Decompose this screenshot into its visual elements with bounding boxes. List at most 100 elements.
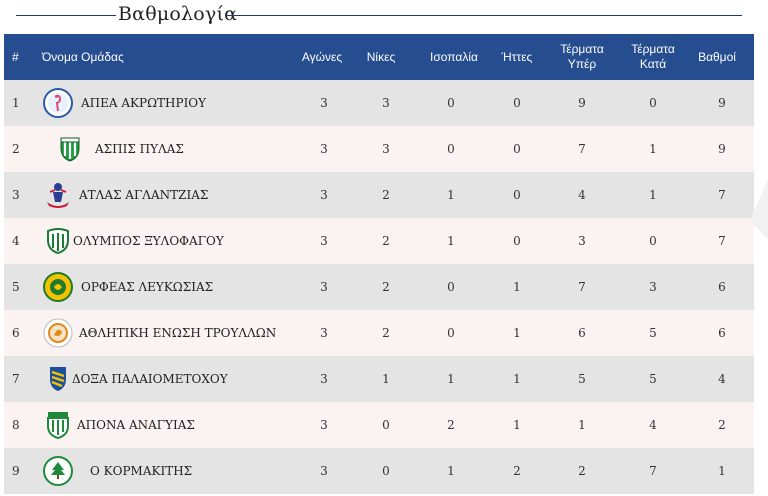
table-row[interactable]: 8 ΑΠΟΝΑ ΑΝΑΓΥΙΑΣ 3 0 2 1 1 4 2 bbox=[4, 402, 754, 448]
goals-for-cell: 7 bbox=[578, 142, 586, 156]
goals-for-cell: 3 bbox=[578, 234, 586, 248]
table-header: # Όνομα Ομάδας Αγώνες Νίκες Ισοπαλία Ήττ… bbox=[4, 34, 754, 80]
standings-table: # Όνομα Ομάδας Αγώνες Νίκες Ισοπαλία Ήττ… bbox=[4, 34, 754, 494]
header-goals-against[interactable]: Τέρματα Κατά bbox=[613, 34, 693, 80]
losses-cell: 1 bbox=[513, 326, 521, 340]
rank-cell: 8 bbox=[12, 418, 20, 432]
rank-cell: 4 bbox=[12, 234, 20, 248]
table-row[interactable]: 1 ΑΠΕΑ ΑΚΡΩΤΗΡΙΟΥ 3 3 0 0 9 0 9 bbox=[4, 80, 754, 126]
title-divider-right bbox=[226, 15, 742, 16]
rank-cell: 3 bbox=[12, 188, 20, 202]
rank-cell: 5 bbox=[12, 280, 20, 294]
table-body: 1 ΑΠΕΑ ΑΚΡΩΤΗΡΙΟΥ 3 3 0 0 9 0 9 2 ΑΣΠΙΣ ΠΥΛΑΣ 3 3 0 0 7… bbox=[4, 80, 754, 494]
header-goals-for[interactable]: Τέρματα Υπέρ bbox=[542, 34, 622, 80]
table-row[interactable]: 9 Ο ΚΟΡΜΑΚΙΤΗΣ 3 0 1 2 2 7 1 bbox=[4, 448, 754, 494]
goals-for-cell: 9 bbox=[578, 96, 586, 110]
played-cell: 3 bbox=[320, 142, 328, 156]
points-cell: 7 bbox=[718, 188, 726, 202]
played-cell: 3 bbox=[320, 418, 328, 432]
team-name[interactable]: ΑΠΟΝΑ ΑΝΑΓΥΙΑΣ bbox=[77, 418, 195, 432]
losses-cell: 1 bbox=[513, 418, 521, 432]
wins-cell: 0 bbox=[382, 464, 390, 478]
header-goals-for-line2: Υπέρ bbox=[567, 57, 597, 71]
losses-cell: 2 bbox=[513, 464, 521, 478]
played-cell: 3 bbox=[320, 372, 328, 386]
losses-cell: 0 bbox=[513, 234, 521, 248]
wins-cell: 3 bbox=[382, 142, 390, 156]
draws-cell: 2 bbox=[447, 418, 455, 432]
team-name[interactable]: ΟΛΥΜΠΟΣ ΞΥΛΟΦΑΓΟΥ bbox=[73, 234, 224, 248]
yellow-green-round-crest-icon bbox=[42, 271, 74, 303]
draws-cell: 1 bbox=[447, 188, 455, 202]
header-goals-against-line1: Τέρματα bbox=[631, 42, 675, 56]
table-row[interactable]: 4 ΟΛΥΜΠΟΣ ΞΥΛΟΦΑΓΟΥ 3 2 1 0 3 0 7 bbox=[4, 218, 754, 264]
header-team[interactable]: Όνομα Ομάδας bbox=[42, 50, 124, 64]
team-name[interactable]: ΑΣΠΙΣ ΠΥΛΑΣ bbox=[95, 142, 184, 156]
draws-cell: 1 bbox=[447, 234, 455, 248]
green-striped-shield-icon bbox=[42, 225, 74, 257]
header-points[interactable]: Βαθμοί bbox=[698, 49, 736, 64]
losses-cell: 0 bbox=[513, 96, 521, 110]
points-cell: 6 bbox=[718, 326, 726, 340]
goals-for-cell: 4 bbox=[578, 188, 586, 202]
points-cell: 6 bbox=[718, 280, 726, 294]
played-cell: 3 bbox=[320, 326, 328, 340]
goals-against-cell: 1 bbox=[649, 188, 657, 202]
goals-against-cell: 0 bbox=[649, 234, 657, 248]
team-name[interactable]: ΟΡΦΕΑΣ ΛΕΥΚΩΣΙΑΣ bbox=[81, 280, 214, 294]
table-row[interactable]: 5 ΟΡΦΕΑΣ ΛΕΥΚΩΣΙΑΣ 3 2 0 1 7 3 6 bbox=[4, 264, 754, 310]
header-goals-for-line1: Τέρματα bbox=[560, 42, 604, 56]
title-divider-left bbox=[16, 15, 116, 16]
goals-against-cell: 4 bbox=[649, 418, 657, 432]
goals-against-cell: 7 bbox=[649, 464, 657, 478]
table-row[interactable]: 2 ΑΣΠΙΣ ΠΥΛΑΣ 3 3 0 0 7 1 9 bbox=[4, 126, 754, 172]
draws-cell: 0 bbox=[447, 96, 455, 110]
page-title: Βαθμολογία bbox=[118, 3, 238, 25]
green-shield-icon bbox=[54, 133, 86, 165]
draws-cell: 0 bbox=[447, 280, 455, 294]
draws-cell: 0 bbox=[447, 142, 455, 156]
points-cell: 4 bbox=[718, 372, 726, 386]
rank-cell: 2 bbox=[12, 142, 20, 156]
draws-cell: 1 bbox=[447, 464, 455, 478]
header-played[interactable]: Αγώνες bbox=[301, 49, 343, 64]
wins-cell: 2 bbox=[382, 280, 390, 294]
played-cell: 3 bbox=[320, 464, 328, 478]
losses-cell: 1 bbox=[513, 280, 521, 294]
goals-for-cell: 2 bbox=[578, 464, 586, 478]
played-cell: 3 bbox=[320, 188, 328, 202]
wins-cell: 2 bbox=[382, 326, 390, 340]
points-cell: 1 bbox=[718, 464, 726, 478]
watermark-icon bbox=[750, 180, 768, 240]
goals-against-cell: 3 bbox=[649, 280, 657, 294]
losses-cell: 0 bbox=[513, 188, 521, 202]
standings-title-row: Βαθμολογία bbox=[0, 0, 768, 34]
goals-against-cell: 5 bbox=[649, 326, 657, 340]
draws-cell: 0 bbox=[447, 326, 455, 340]
header-losses[interactable]: Ήττες bbox=[501, 49, 533, 64]
header-rank[interactable]: # bbox=[12, 50, 19, 64]
rank-cell: 9 bbox=[12, 464, 20, 478]
goals-for-cell: 1 bbox=[578, 418, 586, 432]
team-name[interactable]: ΑΤΛΑΣ ΑΓΛΑΝΤΖΙΑΣ bbox=[79, 188, 209, 202]
team-name[interactable]: Ο ΚΟΡΜΑΚΙΤΗΣ bbox=[90, 464, 193, 478]
goals-against-cell: 1 bbox=[649, 142, 657, 156]
wins-cell: 2 bbox=[382, 188, 390, 202]
table-row[interactable]: 6 ΑΘΛΗΤΙΚΗ ΕΝΩΣΗ ΤΡΟΥΛΛΩΝ 3 2 0 1 6 5 6 bbox=[4, 310, 754, 356]
team-name[interactable]: ΔΟΞΑ ΠΑΛΑΙΟΜΕΤΟΧΟΥ bbox=[72, 372, 228, 386]
team-name[interactable]: ΑΠΕΑ ΑΚΡΩΤΗΡΙΟΥ bbox=[81, 96, 207, 110]
played-cell: 3 bbox=[320, 234, 328, 248]
flamingo-crest-icon bbox=[42, 87, 74, 119]
blue-yellow-shield-icon bbox=[42, 363, 74, 395]
header-draws[interactable]: Ισοπαλία bbox=[430, 49, 478, 64]
rank-cell: 6 bbox=[12, 326, 20, 340]
wins-cell: 0 bbox=[382, 418, 390, 432]
table-row[interactable]: 7 ΔΟΞΑ ΠΑΛΑΙΟΜΕΤΟΧΟΥ 3 1 1 1 5 5 4 bbox=[4, 356, 754, 402]
losses-cell: 0 bbox=[513, 142, 521, 156]
points-cell: 9 bbox=[718, 96, 726, 110]
goals-against-cell: 0 bbox=[649, 96, 657, 110]
team-name[interactable]: ΑΘΛΗΤΙΚΗ ΕΝΩΣΗ ΤΡΟΥΛΛΩΝ bbox=[79, 326, 277, 340]
table-row[interactable]: 3 ΑΤΛΑΣ ΑΓΛΑΝΤΖΙΑΣ 3 2 1 0 4 1 7 bbox=[4, 172, 754, 218]
header-wins[interactable]: Νίκες bbox=[366, 49, 396, 64]
goals-for-cell: 6 bbox=[578, 326, 586, 340]
